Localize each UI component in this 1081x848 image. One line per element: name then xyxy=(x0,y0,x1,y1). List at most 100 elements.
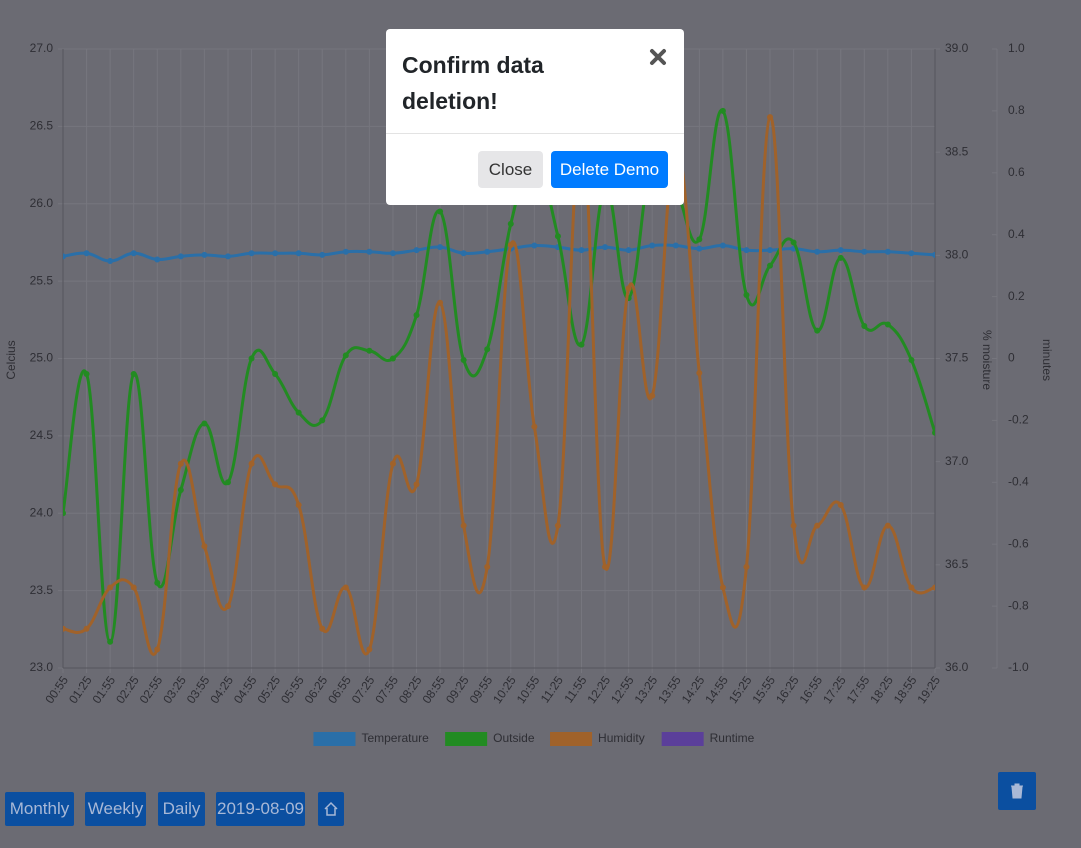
daily-button[interactable]: Daily xyxy=(158,792,205,826)
data-point xyxy=(83,370,90,377)
data-point xyxy=(790,522,797,529)
data-point xyxy=(413,312,420,319)
x-tick-label: 04:25 xyxy=(207,673,236,706)
y3-tick-label: 0.2 xyxy=(1008,289,1025,303)
y-axis-title: Celcius xyxy=(4,340,18,379)
data-point xyxy=(861,323,868,330)
y3-axis-title: minutes xyxy=(1040,339,1054,381)
data-point xyxy=(932,429,935,436)
data-point xyxy=(837,247,844,254)
x-tick-label: 04:55 xyxy=(231,673,260,706)
weekly-button[interactable]: Weekly xyxy=(85,792,146,826)
data-point xyxy=(413,247,420,254)
data-point xyxy=(814,248,821,255)
legend-swatch xyxy=(445,732,488,746)
data-point xyxy=(932,251,935,258)
x-tick-label: 13:55 xyxy=(655,673,684,706)
data-point xyxy=(248,250,255,257)
data-point xyxy=(531,242,538,249)
y3-tick-label: 0.4 xyxy=(1008,227,1025,241)
x-tick-label: 03:55 xyxy=(184,673,213,706)
y-tick-label: 23.0 xyxy=(30,660,54,674)
data-point xyxy=(767,114,774,121)
data-point xyxy=(366,248,373,255)
y2-tick-label: 37.0 xyxy=(945,454,969,468)
y2-tick-label: 38.0 xyxy=(945,248,969,262)
modal-close-icon[interactable] xyxy=(648,47,668,67)
data-point xyxy=(437,299,444,306)
data-point xyxy=(767,262,774,269)
y-tick-label: 25.5 xyxy=(30,273,54,287)
y-tick-label: 25.0 xyxy=(30,351,54,365)
close-button[interactable]: Close xyxy=(478,151,543,188)
data-point xyxy=(83,625,90,632)
data-point xyxy=(861,584,868,591)
data-point xyxy=(272,370,279,377)
x-tick-label: 11:55 xyxy=(561,673,589,705)
data-point xyxy=(201,543,208,550)
data-point xyxy=(366,347,373,354)
data-point xyxy=(63,510,66,517)
data-point xyxy=(295,409,302,416)
data-point xyxy=(224,253,231,260)
data-point xyxy=(177,487,184,494)
y-tick-label: 26.5 xyxy=(30,119,54,133)
data-point xyxy=(837,254,844,261)
y-tick-label: 26.0 xyxy=(30,196,54,210)
y-tick-label: 24.5 xyxy=(30,428,54,442)
data-point xyxy=(861,248,868,255)
x-tick-label: 13:25 xyxy=(632,673,661,706)
data-point xyxy=(602,244,609,251)
x-tick-label: 02:25 xyxy=(113,673,142,706)
x-tick-label: 03:25 xyxy=(160,673,189,706)
legend-label: Temperature xyxy=(361,731,429,745)
y3-tick-label: -0.6 xyxy=(1008,536,1029,550)
home-button[interactable] xyxy=(318,792,344,826)
y3-tick-label: -1.0 xyxy=(1008,660,1029,674)
data-point xyxy=(932,584,935,591)
data-point xyxy=(696,369,703,376)
x-tick-label: 06:55 xyxy=(325,673,354,706)
x-tick-label: 16:55 xyxy=(797,673,826,706)
legend-label: Outside xyxy=(493,731,535,745)
data-point xyxy=(107,584,114,591)
x-tick-label: 10:25 xyxy=(490,673,519,706)
y2-axis-title: % moisture xyxy=(980,330,994,390)
monthly-button[interactable]: Monthly xyxy=(5,792,74,826)
data-point xyxy=(366,646,373,653)
data-point xyxy=(531,423,538,430)
data-point xyxy=(460,357,467,364)
x-tick-label: 09:55 xyxy=(467,673,496,706)
y-tick-label: 27.0 xyxy=(30,41,54,55)
legend-swatch xyxy=(550,732,593,746)
x-tick-label: 15:55 xyxy=(749,673,778,706)
data-point xyxy=(719,584,726,591)
plot-area xyxy=(63,107,935,656)
date-button[interactable]: 2019-08-09 xyxy=(216,792,305,826)
delete-button[interactable] xyxy=(998,772,1036,810)
x-tick-label: 10:55 xyxy=(514,673,543,706)
data-point xyxy=(272,250,279,257)
data-point xyxy=(507,242,514,249)
delete-demo-button[interactable]: Delete Demo xyxy=(551,151,668,188)
data-point xyxy=(389,355,396,362)
data-point xyxy=(107,258,114,265)
x-tick-label: 14:25 xyxy=(679,673,708,706)
x-tick-label: 15:25 xyxy=(726,673,755,706)
series-line xyxy=(63,243,935,263)
data-point xyxy=(554,233,561,240)
y2-tick-label: 36.0 xyxy=(945,660,969,674)
x-tick-label: 17:55 xyxy=(844,673,873,706)
data-point xyxy=(342,584,349,591)
data-point xyxy=(154,256,161,263)
data-point xyxy=(154,646,161,653)
x-tick-label: 08:55 xyxy=(419,673,448,706)
data-point xyxy=(602,563,609,570)
y3-tick-label: -0.2 xyxy=(1008,413,1029,427)
data-point xyxy=(743,247,750,254)
data-point xyxy=(437,244,444,251)
modal-title: Confirm data deletion! xyxy=(402,52,544,114)
x-tick-label: 07:25 xyxy=(349,673,378,706)
legend-swatch xyxy=(313,732,356,746)
